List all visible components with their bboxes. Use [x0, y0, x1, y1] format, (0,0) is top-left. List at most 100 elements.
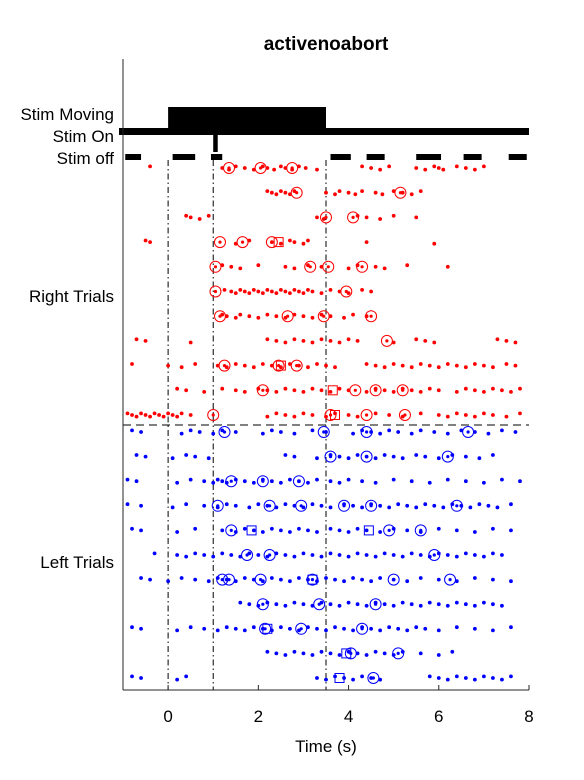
left-trial-spike-dot: [491, 551, 495, 556]
right-trial-spike-dot: [463, 365, 468, 370]
left-trial-event-circle: [295, 622, 308, 635]
chart-title: activenoabort: [264, 34, 389, 55]
left-trial-event-circle: [383, 524, 396, 537]
left-trial-spike-dot: [396, 430, 401, 434]
left-trial-spike-dot: [378, 628, 383, 633]
right-trial-spike-dot: [481, 411, 486, 416]
right-trial-spike-dot: [337, 340, 342, 345]
right-trial-spike-dot: [491, 365, 495, 370]
left-trial-spike-dot: [387, 505, 392, 510]
left-trial-spike-dot: [288, 579, 292, 584]
left-trial-spike-dot: [364, 603, 369, 608]
left-trial-spike-dot: [360, 674, 364, 679]
right-trial-spike-dot: [495, 337, 500, 342]
stim-off-segment: [210, 154, 223, 160]
left-trial-spike-dot: [315, 626, 319, 631]
right-trial-spike-dot: [134, 337, 139, 342]
left-trial-event-circle: [392, 647, 405, 660]
right-trial-event-center: [227, 166, 231, 170]
left-trial-spike-dot: [423, 502, 428, 507]
x-axis-label: Time (s): [295, 737, 357, 756]
left-trial-event-circle: [223, 573, 236, 586]
right-trial-spike-dot: [274, 390, 279, 394]
right-trial-event-center: [286, 314, 290, 318]
left-trial-spike-dot: [342, 626, 346, 631]
left-trial-spike-dot: [193, 454, 198, 459]
right-trial-event-center: [351, 215, 355, 219]
left-trial-spike-dot: [509, 528, 513, 533]
left-trial-spike-dot: [188, 428, 193, 433]
left-trial-event-circle: [259, 622, 272, 635]
left-trial-event-center: [371, 676, 375, 680]
right-trial-event-center: [353, 388, 357, 392]
right-trial-event-center: [326, 265, 330, 269]
right-trial-spike-dot: [373, 264, 378, 269]
right-trial-event-center: [240, 240, 245, 244]
left-trial-spike-dot: [427, 480, 432, 485]
left-trial-spike-dot: [378, 431, 383, 436]
left-trial-spike-dot: [351, 503, 355, 508]
left-trial-spike-dot: [328, 602, 333, 607]
left-trial-event-center: [360, 627, 364, 631]
right-trial-spike-dot: [242, 166, 247, 170]
left-trial-spike-dot: [139, 626, 143, 631]
right-trial-event-circle: [209, 285, 222, 298]
left-trial-spike-dot: [337, 603, 342, 608]
x-tick-label: 8: [524, 707, 533, 726]
left-trial-spike-dot: [346, 456, 351, 461]
right-trial-spike-dot: [242, 289, 247, 294]
left-trial-spike-dot: [360, 479, 364, 484]
left-trial-spike-dot: [251, 528, 256, 533]
right-trial-spike-dot: [175, 386, 180, 391]
left-trial-spike-dot: [346, 530, 351, 534]
left-trial-spike-dot: [130, 526, 134, 531]
right-trial-spike-dot: [301, 390, 306, 394]
row-label-right-trials: Right Trials: [29, 287, 114, 306]
left-trial-spike-dot: [315, 676, 319, 680]
left-trial-spike-dot: [418, 603, 423, 608]
left-trial-spike-dot: [414, 625, 419, 630]
right-trial-spike-dot: [161, 414, 166, 419]
right-trial-event-circle: [213, 236, 226, 249]
left-trial-spike-dot: [297, 576, 301, 580]
left-trial-spike-dot: [328, 551, 333, 556]
right-trial-spike-dot: [193, 362, 198, 366]
right-trial-event-square: [275, 360, 286, 371]
left-trial-spike-dot: [486, 503, 491, 508]
right-trial-spike-dot: [454, 363, 459, 368]
right-trial-spike-dot: [272, 167, 277, 172]
right-trial-spike-dot: [333, 365, 337, 370]
left-trial-spike-dot: [269, 479, 274, 484]
left-trial-spike-dot: [373, 480, 378, 485]
left-trial-spike-dot: [251, 625, 256, 630]
left-trial-spike-dot: [184, 453, 189, 457]
left-trial-spike-dot: [445, 603, 450, 608]
left-trial-spike-dot: [233, 626, 238, 631]
left-trial-spike-dot: [139, 676, 143, 680]
left-trial-event-center: [322, 430, 326, 434]
right-trial-spike-dot: [152, 411, 157, 416]
right-trial-spike-dot: [391, 362, 396, 366]
right-trial-spike-dot: [166, 363, 171, 368]
left-trial-event-center: [299, 627, 303, 631]
right-trial-spike-dot: [324, 190, 328, 195]
left-trial-event-circle: [292, 475, 305, 488]
left-trial-spike-dot: [256, 553, 261, 557]
left-trial-spike-dot: [382, 453, 387, 457]
right-trial-spike-dot: [179, 411, 184, 416]
right-trial-spike-dot: [283, 264, 288, 269]
left-trial-event-circle: [365, 499, 378, 512]
right-trial-event-circle: [281, 310, 294, 323]
left-trial-spike-dot: [337, 653, 342, 657]
left-trial-event-circle: [218, 426, 231, 438]
left-trial-spike-dot: [278, 480, 283, 485]
right-trial-spike-dot: [278, 241, 283, 246]
right-trial-spike-dot: [315, 215, 319, 220]
right-trial-event-center: [218, 240, 222, 244]
left-trial-spike-dot: [265, 649, 270, 654]
left-trial-spike-dot: [337, 553, 342, 557]
left-trial-spike-dot: [220, 479, 225, 484]
right-trial-spike-dot: [364, 390, 369, 394]
left-trial-spike-dot: [445, 677, 450, 682]
left-trial-spike-dot: [423, 454, 428, 459]
